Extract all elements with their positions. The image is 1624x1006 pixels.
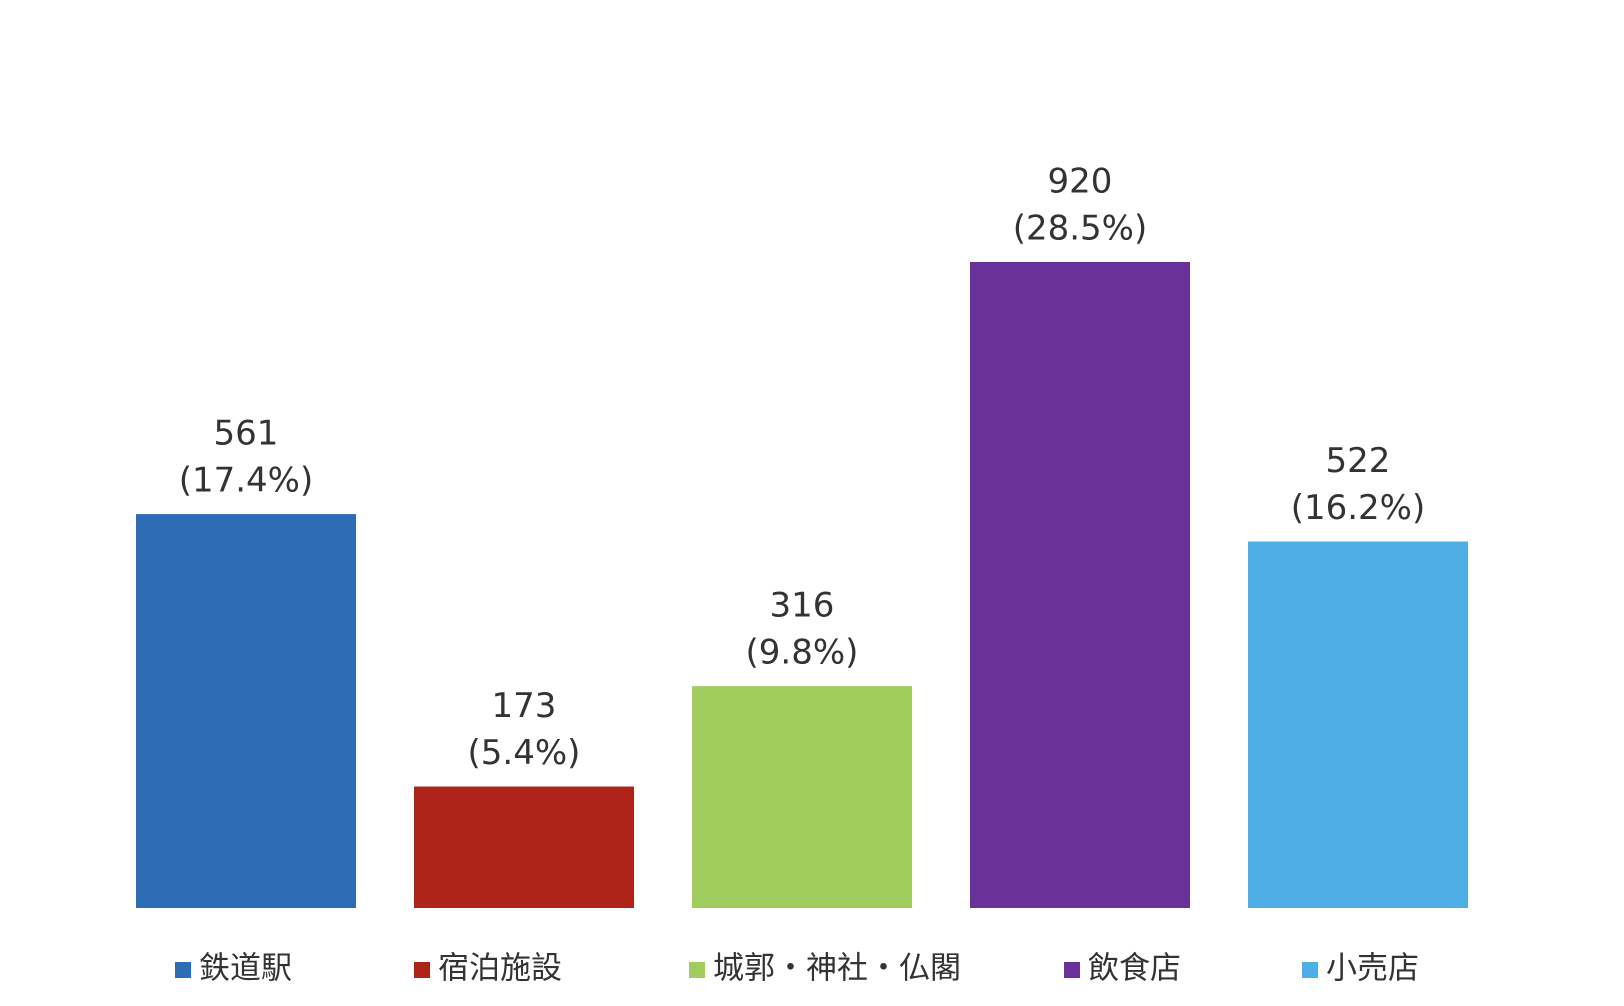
bar xyxy=(414,786,634,908)
legend-swatch xyxy=(414,962,430,978)
legend-label: 城郭・神社・仏閣 xyxy=(713,951,961,987)
value-label: 522 xyxy=(1326,441,1391,481)
legend-label: 鉄道駅 xyxy=(199,951,292,987)
percent-label: (5.4%) xyxy=(468,733,581,773)
percent-label: (28.5%) xyxy=(1013,209,1148,249)
value-label: 561 xyxy=(214,414,279,454)
percent-label: (17.4%) xyxy=(179,461,314,501)
percent-label: (9.8%) xyxy=(746,633,859,673)
bar xyxy=(1248,541,1468,908)
value-label: 173 xyxy=(492,686,557,726)
percent-label: (16.2%) xyxy=(1291,488,1426,528)
bar xyxy=(136,514,356,908)
bar xyxy=(692,686,912,908)
legend-swatch xyxy=(175,962,191,978)
value-label: 920 xyxy=(1048,162,1113,202)
legend-swatch xyxy=(689,962,705,978)
legend-swatch xyxy=(1302,962,1318,978)
legend-label: 飲食店 xyxy=(1088,951,1181,987)
legend-label: 小売店 xyxy=(1326,951,1419,987)
value-label: 316 xyxy=(770,586,835,626)
legend-swatch xyxy=(1064,962,1080,978)
legend-label: 宿泊施設 xyxy=(438,951,562,987)
bar xyxy=(970,262,1190,908)
